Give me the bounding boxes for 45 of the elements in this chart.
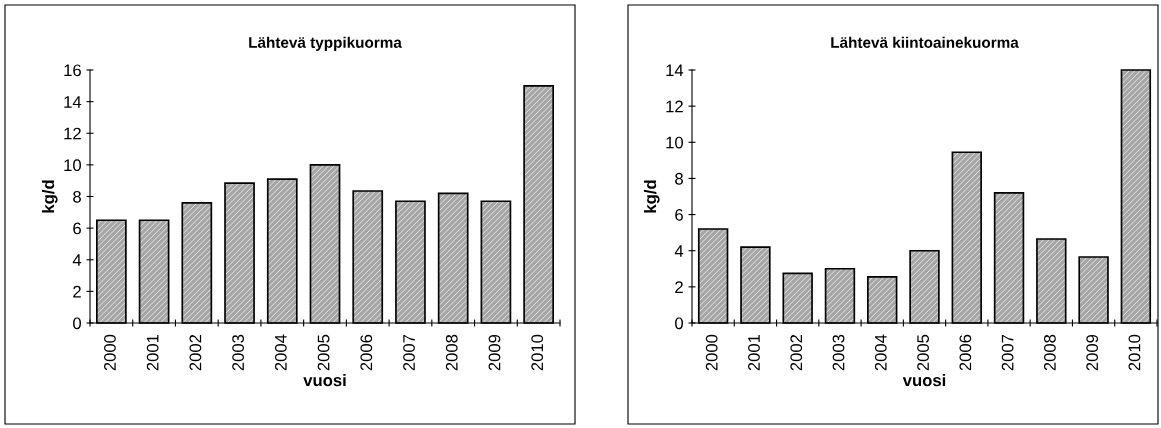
x-tick-label: 2007	[1001, 334, 1014, 371]
x-tick-label: 2006	[360, 334, 373, 371]
y-tick-label: 12	[64, 127, 81, 140]
x-tick-label: 2001	[748, 334, 760, 371]
x-tick-label: 2006	[959, 334, 972, 371]
x-tick-label: 2005	[917, 334, 929, 371]
y-tick-label: 12	[666, 100, 683, 113]
x-tick-label: 2003	[832, 334, 845, 371]
x-tick-label: 2000	[104, 334, 116, 371]
x-tick-label: 2004	[274, 334, 287, 371]
y-tick-label: 10	[64, 159, 82, 172]
y-tick-label: 2	[675, 281, 683, 293]
x-tick-label: 2003	[232, 334, 245, 371]
x-tick-label: 2004	[874, 334, 887, 371]
y-tick-label: 14	[64, 96, 82, 108]
x-tick-label: 2007	[403, 334, 415, 371]
y-tick-label: 4	[72, 254, 82, 266]
y-tick-label: 4	[674, 245, 684, 257]
y-tick-label: 6	[675, 208, 683, 221]
x-tick-label: 2008	[1043, 334, 1056, 371]
y-axis-title: kg/d	[643, 180, 660, 213]
x-axis-title: vuosi	[303, 373, 346, 387]
y-tick-label: 16	[64, 64, 81, 77]
y-tick-label: 2	[73, 285, 81, 298]
chart-title: Lähtevä kiintoainekuorma	[831, 36, 1019, 48]
x-tick-label: 2002	[189, 334, 202, 371]
y-tick-label: 0	[675, 317, 684, 330]
x-tick-label: 2001	[146, 334, 159, 371]
x-tick-label: 2009	[1086, 334, 1099, 371]
y-axis-title: kg/d	[41, 180, 58, 213]
x-axis-title: vuosi	[902, 373, 946, 387]
y-tick-label: 8	[73, 190, 81, 203]
y-tick-label: 8	[675, 172, 683, 185]
x-tick-label: 2000	[705, 334, 718, 371]
chart-title: Lähtevä typpikuorma	[249, 36, 402, 51]
x-tick-label: 2009	[488, 334, 501, 371]
x-tick-label: 2008	[445, 334, 458, 371]
y-tick-label: 14	[666, 64, 684, 77]
x-tick-label: 2010	[1128, 334, 1141, 371]
y-tick-label: 0	[73, 317, 82, 330]
y-tick-label: 10	[666, 136, 684, 149]
x-tick-label: 2010	[531, 334, 544, 371]
x-tick-label: 2005	[317, 334, 330, 371]
y-tick-label: 6	[73, 222, 81, 235]
x-tick-label: 2002	[790, 334, 803, 371]
